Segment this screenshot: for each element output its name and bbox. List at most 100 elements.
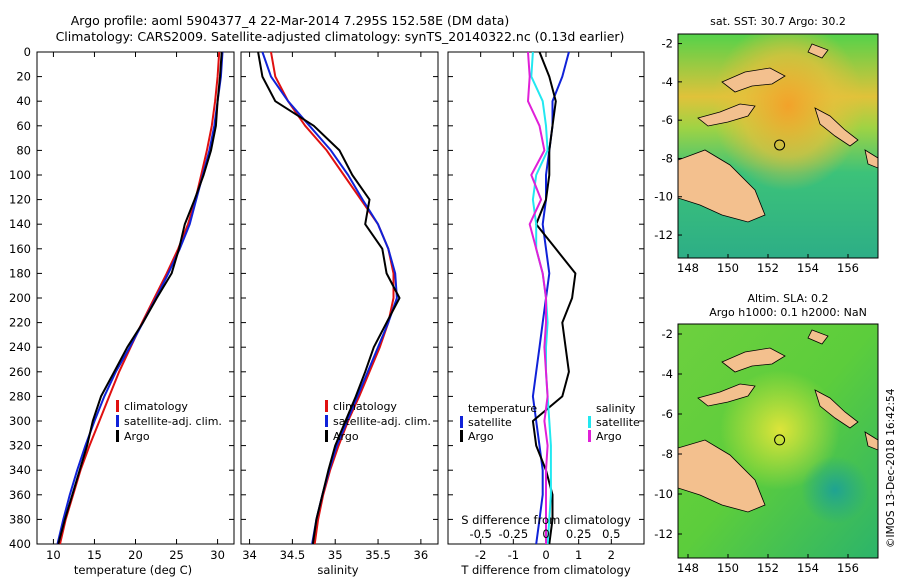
- y-tick-label: 180: [9, 266, 31, 280]
- map-y-tick-label: -6: [662, 407, 673, 421]
- legend-s-argo-label: Argo: [596, 430, 622, 443]
- y-tick-label: 120: [9, 193, 31, 207]
- y-tick-label: 340: [9, 463, 31, 477]
- legend-t-argo-label: Argo: [468, 430, 494, 443]
- sst-map-panel: sat. SST: 30.7 Argo: 30.2 148 150 152 154 15…: [654, 15, 879, 275]
- sst-land-newbritain-north: [721, 67, 786, 93]
- sla-land-solomons: [864, 431, 878, 451]
- x-tick-label: 15: [87, 548, 102, 562]
- figure-title-line1: Argo profile: aoml 5904377_4 22-Mar-2014…: [71, 13, 510, 28]
- y-tick-label: 260: [9, 365, 31, 379]
- map-y-tick-label: -2: [662, 327, 673, 341]
- y-tick-label: 220: [9, 316, 31, 330]
- x-tick-label: 0: [542, 548, 549, 562]
- map-x-tick-label: 156: [837, 261, 859, 275]
- x-tick-label: 34: [242, 548, 257, 562]
- map-y-tick-label: -8: [662, 151, 673, 165]
- sst-map-frame: [677, 33, 879, 259]
- map-x-tick-label: 150: [717, 561, 739, 575]
- x-tick-label: 20: [128, 548, 143, 562]
- y-tick-label: 60: [16, 119, 31, 133]
- salinity-panel: 34 34.5 35 35.5 36 salinity climatology sate…: [240, 51, 439, 577]
- x-tick-label: 34.5: [280, 548, 306, 562]
- legend-argo-swatch: [116, 430, 119, 442]
- imos-credit: ©IMOS 13-Dec-2018 16:42:54: [885, 388, 897, 548]
- sst-land-solomons: [864, 149, 878, 169]
- y-tick-label: 240: [9, 340, 31, 354]
- map-y-tick-label: -12: [654, 527, 673, 541]
- y-tick-label: 160: [9, 242, 31, 256]
- figure-title-line2: Climatology: CARS2009. Satellite-adjuste…: [56, 29, 625, 44]
- difference-top-xlabel: S difference from climatology: [461, 513, 631, 527]
- sst-land-bougainville: [814, 107, 859, 147]
- sla-field-low: [801, 456, 869, 524]
- salinity-axes-frame: [240, 51, 439, 545]
- sla-map-title1: Altim. SLA: 0.2: [747, 292, 828, 305]
- y-tick-label: 320: [9, 439, 31, 453]
- series-line-salinity-argo: [527, 51, 549, 544]
- sla-map-field: [678, 324, 878, 558]
- salinity-legend: climatology satellite-adj. clim. Argo: [325, 400, 431, 443]
- series-line-argo: [57, 51, 223, 545]
- map-x-tick-label: 148: [677, 261, 699, 275]
- y-tick-label: 40: [16, 94, 31, 108]
- sst-map-field: [678, 34, 878, 258]
- series-line-climatology: [270, 51, 395, 545]
- series-line-satellite-adj-clim-: [261, 51, 398, 545]
- difference-series: [527, 51, 577, 545]
- sst-map-title: sat. SST: 30.7 Argo: 30.2: [710, 15, 846, 28]
- legend-climatology-label: climatology: [333, 400, 397, 413]
- sst-field-warm: [678, 34, 878, 258]
- salinity-yticks: [241, 51, 438, 545]
- sst-map-ticks: 148 150 152 154 156 -2 -4 -6 -8 -10 -12: [654, 37, 859, 275]
- legend-climatology-swatch: [116, 400, 119, 412]
- y-tick-label: 20: [16, 70, 31, 84]
- map-x-tick-label: 150: [717, 261, 739, 275]
- y-tick-label: 80: [16, 143, 31, 157]
- map-y-tick-label: -8: [662, 447, 673, 461]
- temperature-panel: 10 15 20 25 30 0 20 40 60 80 100 120 140 160 180 200 22…: [9, 45, 235, 577]
- sla-land-islet: [807, 329, 829, 345]
- top-tick-label: -0.5: [469, 527, 491, 541]
- difference-panel: -2 -1 0 1 2 T difference from climatology S …: [447, 51, 645, 577]
- sla-land-bougainville: [814, 389, 859, 429]
- y-tick-label: 200: [9, 291, 31, 305]
- y-tick-label: 300: [9, 414, 31, 428]
- argo-float-marker: [774, 434, 786, 446]
- salinity-xticks: 34 34.5 35 35.5 36: [242, 52, 428, 562]
- map-x-tick-label: 154: [797, 261, 819, 275]
- legend-satellite-swatch: [116, 415, 119, 427]
- map-y-tick-label: -2: [662, 37, 673, 51]
- legend-argo-label: Argo: [333, 430, 359, 443]
- legend-salinity-title: salinity: [596, 402, 636, 415]
- salinity-xlabel: salinity: [317, 563, 358, 577]
- sla-map-ticks: 148 150 152 154 156 -2 -4 -6 -8 -10 -12: [654, 327, 859, 575]
- map-x-tick-label: 154: [797, 561, 819, 575]
- map-x-tick-label: 148: [677, 561, 699, 575]
- sla-land-png: [678, 439, 766, 513]
- x-tick-label: 2: [608, 548, 615, 562]
- y-tick-label: 380: [9, 512, 31, 526]
- y-tick-label: 0: [24, 45, 31, 59]
- legend-satellite-swatch: [325, 415, 328, 427]
- y-tick-label: 400: [9, 537, 31, 551]
- x-tick-label: 35: [328, 548, 343, 562]
- difference-xlabel: T difference from climatology: [460, 563, 631, 577]
- legend-climatology-label: climatology: [124, 400, 188, 413]
- temperature-legend: climatology satellite-adj. clim. Argo: [116, 400, 222, 443]
- x-tick-label: 1: [575, 548, 582, 562]
- legend-climatology-swatch: [325, 400, 328, 412]
- top-tick-label: -0.25: [498, 527, 528, 541]
- difference-yticks: [448, 51, 644, 545]
- legend-argo-swatch: [325, 430, 328, 442]
- sla-map-panel: Altim. SLA: 0.2 Argo h1000: 0.1 h2000: N…: [654, 292, 879, 575]
- difference-legend-temperature: temperature satellite Argo: [460, 402, 537, 443]
- legend-s-argo-swatch: [588, 430, 591, 442]
- legend-argo-label: Argo: [124, 430, 150, 443]
- map-y-tick-label: -12: [654, 228, 673, 242]
- series-line-temperature-argo: [531, 51, 577, 545]
- sst-land-islet: [807, 43, 829, 59]
- sla-land-newbritain: [697, 383, 756, 407]
- sla-map-title2: Argo h1000: 0.1 h2000: NaN: [709, 306, 867, 319]
- y-tick-label: 140: [9, 217, 31, 231]
